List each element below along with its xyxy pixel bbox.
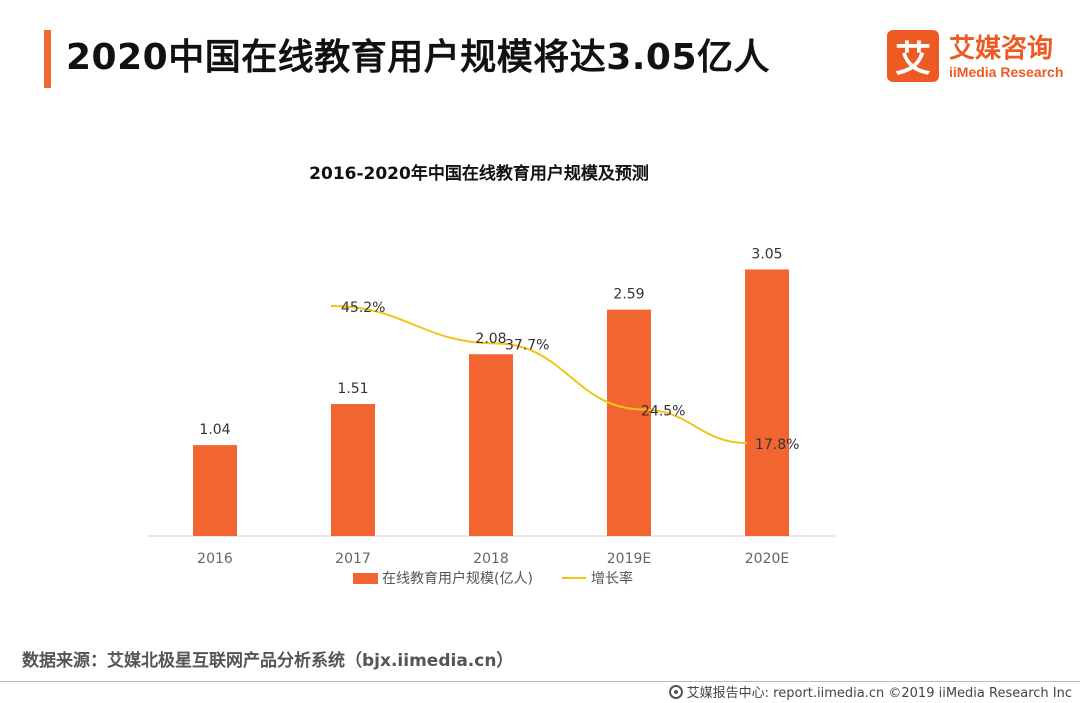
page-title: 2020中国在线教育用户规模将达3.05亿人 xyxy=(66,37,771,78)
footer-text: 艾媒报告中心: report.iimedia.cn ©2019 iiMedia … xyxy=(686,686,1072,701)
logo-name-en: iiMedia Research xyxy=(949,64,1064,80)
legend-line-label: 增长率 xyxy=(591,570,633,587)
growth-rate-label: 24.5% xyxy=(641,404,685,420)
x-tick-labels: 2016 2017 2018 2019E 2020E xyxy=(197,551,789,567)
chart-title: 2016-2020年中国在线教育用户规模及预测 xyxy=(309,163,649,184)
bar-2016 xyxy=(193,445,237,536)
bar-2018 xyxy=(469,354,513,536)
footer-divider xyxy=(0,681,1080,682)
bar-2019E xyxy=(607,309,651,536)
bar-value-label: 3.05 xyxy=(751,246,782,262)
chart: 2016-2020年中国在线教育用户规模及预测 45.2%37.7%24.5%1… xyxy=(147,163,835,587)
bar-value-label: 2.59 xyxy=(613,287,644,303)
growth-rate-line xyxy=(330,305,748,444)
legend-bar-swatch xyxy=(353,573,378,584)
x-tick-label: 2016 xyxy=(197,551,233,567)
bar-2017 xyxy=(331,404,375,536)
growth-rate-label: 45.2% xyxy=(341,300,385,316)
x-tick-label: 2019E xyxy=(607,551,651,567)
bar-value-label: 1.51 xyxy=(337,381,368,397)
growth-line-layer: 45.2% 37.7% 24.5% 17.8% xyxy=(330,300,799,453)
bar-value-label: 2.08 xyxy=(475,331,506,347)
bar-2020E xyxy=(745,269,789,536)
bars-layer xyxy=(193,269,789,536)
labels-layer: 1.04 1.51 2.08 2.59 3.05 xyxy=(199,246,782,438)
source-note: 数据来源：艾媒北极星互联网产品分析系统（bjx.iimedia.cn） xyxy=(22,651,514,671)
title-accent-bar xyxy=(44,30,51,88)
x-tick-label: 2020E xyxy=(745,551,789,567)
logo-name-cn: 艾媒咨询 xyxy=(949,34,1054,64)
legend-bar-label: 在线教育用户规模(亿人) xyxy=(382,570,533,587)
x-tick-label: 2017 xyxy=(335,551,371,567)
x-tick-label: 2018 xyxy=(473,551,509,567)
footer: 艾媒报告中心: report.iimedia.cn ©2019 iiMedia … xyxy=(668,682,1072,701)
growth-rate-label: 37.7% xyxy=(505,338,549,354)
growth-rate-label: 17.8% xyxy=(755,437,799,453)
legend: 在线教育用户规模(亿人) 增长率 xyxy=(353,570,633,587)
logo-mark: 艾 xyxy=(887,30,939,82)
bar-value-label: 1.04 xyxy=(199,422,230,438)
report-center-icon xyxy=(668,684,683,699)
brand-logo: 艾 艾媒咨询 iiMedia Research xyxy=(887,28,1067,84)
